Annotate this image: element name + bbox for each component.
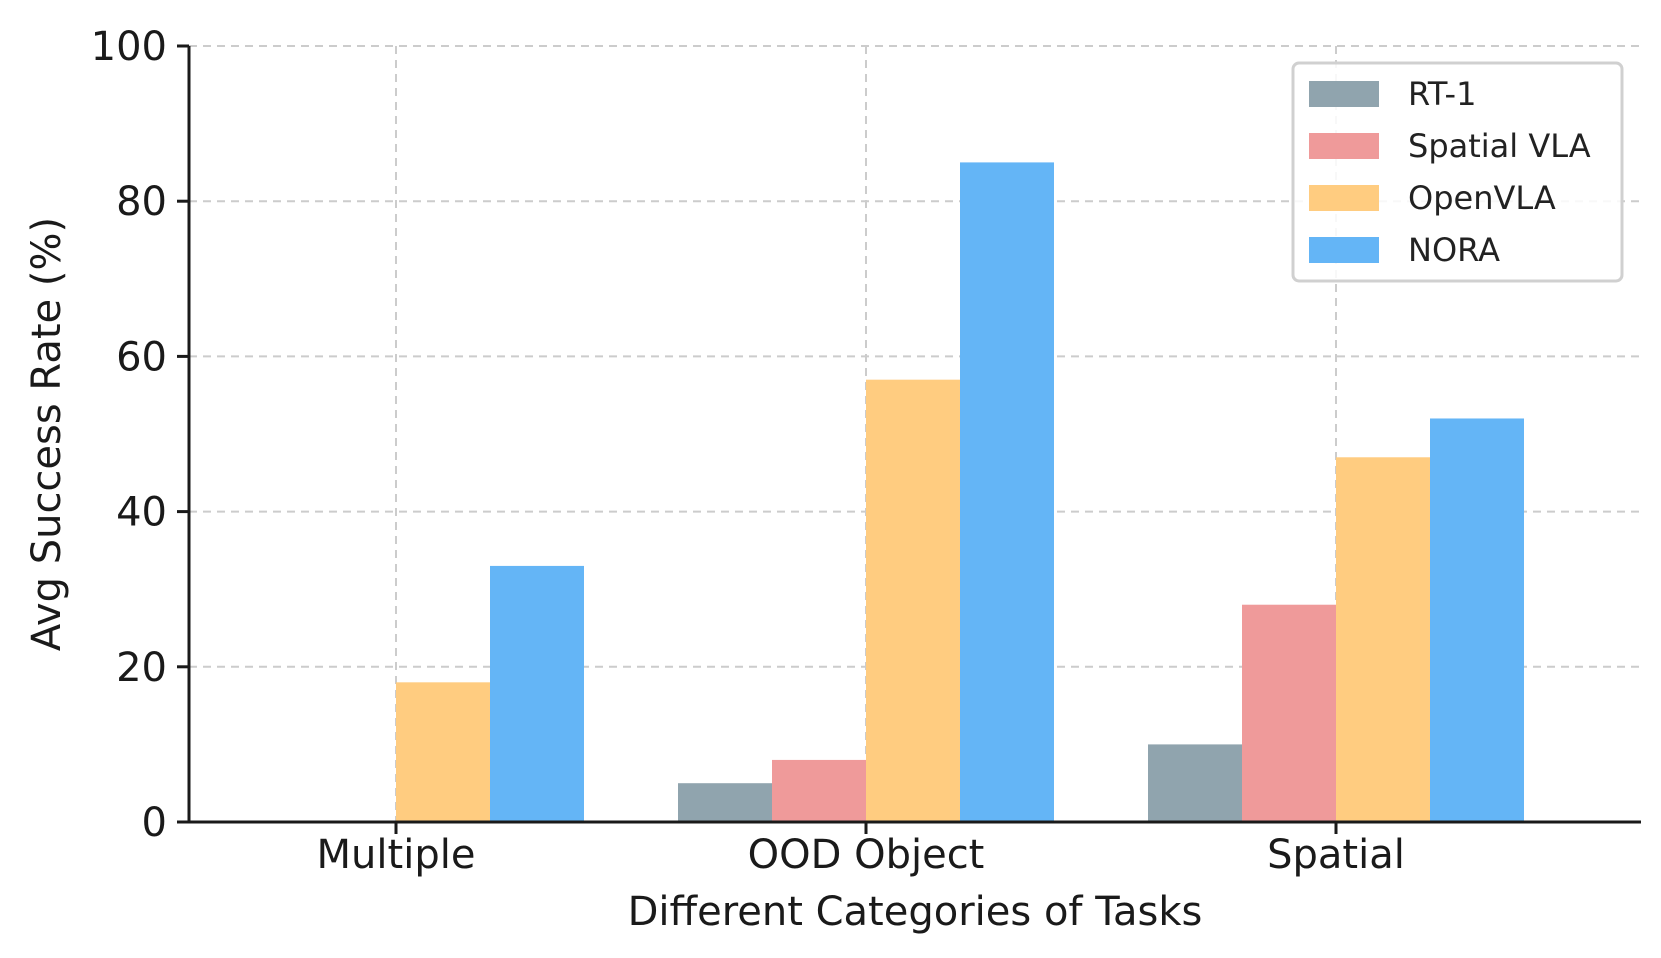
y-tick-label: 40: [116, 490, 167, 536]
x-tick-label: Spatial: [1267, 832, 1405, 878]
legend-box: [1291, 61, 1624, 283]
y-tick-label: 100: [91, 24, 167, 70]
legend: RT-1 Spatial VLA OpenVLA NORA: [1291, 61, 1624, 283]
bars: [396, 162, 1524, 822]
y-axis-label: Avg Success Rate (%): [24, 217, 70, 651]
legend-swatch: [1309, 185, 1379, 211]
legend-swatch: [1309, 81, 1379, 107]
y-tick-label: 80: [116, 179, 167, 225]
legend-swatch: [1309, 133, 1379, 159]
legend-label: NORA: [1408, 231, 1500, 269]
y-tick-label: 0: [142, 800, 167, 846]
bar: [490, 565, 584, 822]
bar: [1430, 418, 1524, 822]
x-tick-label: OOD Object: [748, 832, 985, 878]
bar: [772, 759, 866, 822]
ticks: 0 20 40 60 80 100 Multiple OOD Object Spatial: [91, 24, 1405, 878]
axes: [187, 46, 1641, 824]
bar: [960, 162, 1054, 822]
bar: [1242, 604, 1336, 822]
x-axis-label: Different Categories of Tasks: [628, 889, 1203, 935]
bar: [866, 379, 960, 822]
y-tick-label: 20: [116, 645, 167, 691]
bar: [678, 783, 772, 822]
bar: [1148, 744, 1242, 822]
legend-label: RT-1: [1408, 75, 1476, 113]
legend-swatch: [1309, 237, 1379, 263]
legend-label: OpenVLA: [1408, 179, 1556, 217]
bar: [1336, 457, 1430, 822]
y-tick-label: 60: [116, 334, 167, 380]
legend-label: Spatial VLA: [1408, 127, 1591, 165]
x-tick-label: Multiple: [317, 832, 476, 878]
bar: [396, 682, 490, 822]
